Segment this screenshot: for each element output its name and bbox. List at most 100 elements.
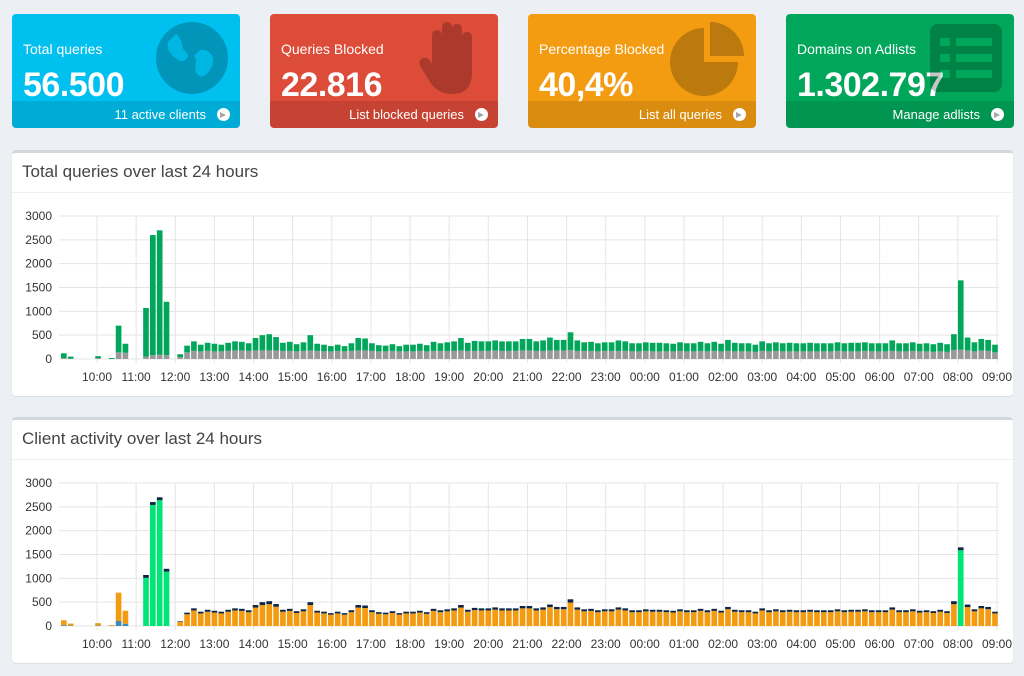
bar-main-client[interactable] xyxy=(423,613,430,626)
bar-main-client[interactable] xyxy=(273,606,279,626)
bar-permitted[interactable] xyxy=(232,341,238,351)
bar-permitted[interactable] xyxy=(896,343,902,352)
bar-blocked[interactable] xyxy=(232,350,238,359)
bar-main-client[interactable] xyxy=(738,612,745,626)
bar-blocked[interactable] xyxy=(615,350,622,359)
bar-blocked[interactable] xyxy=(156,354,163,359)
bar-other-client[interactable] xyxy=(177,621,184,622)
bar-permitted[interactable] xyxy=(239,341,245,351)
bar-blocked[interactable] xyxy=(122,352,129,359)
bar-main-client[interactable] xyxy=(930,612,937,626)
bar-permitted[interactable] xyxy=(266,334,273,351)
bar-secondary-client[interactable] xyxy=(163,571,170,626)
bar-blocked[interactable] xyxy=(410,351,416,359)
bar-main-client[interactable] xyxy=(862,611,868,626)
bar-blocked[interactable] xyxy=(458,350,464,359)
bar-permitted[interactable] xyxy=(773,342,779,351)
bar-blocked[interactable] xyxy=(567,349,574,359)
bar-blocked[interactable] xyxy=(820,351,827,359)
bar-permitted[interactable] xyxy=(553,339,560,351)
bar-main-client[interactable] xyxy=(978,608,985,626)
bar-other-client[interactable] xyxy=(266,601,273,605)
bar-main-client[interactable] xyxy=(574,609,581,626)
bar-permitted[interactable] xyxy=(451,341,457,351)
bar-blocked[interactable] xyxy=(636,351,642,359)
bar-blocked[interactable] xyxy=(889,350,896,359)
bar-other-client[interactable] xyxy=(937,609,944,612)
bar-other-client[interactable] xyxy=(957,547,964,551)
bar-main-client[interactable] xyxy=(191,610,197,626)
bar-blocked[interactable] xyxy=(218,351,225,359)
bar-blocked[interactable] xyxy=(492,350,498,359)
bar-permitted[interactable] xyxy=(163,301,170,356)
bar-blocked[interactable] xyxy=(773,350,779,359)
bar-main-client[interactable] xyxy=(711,610,718,626)
bar-other-client[interactable] xyxy=(417,610,423,613)
bar-permitted[interactable] xyxy=(649,342,656,352)
bar-main-client[interactable] xyxy=(115,592,122,621)
bar-main-client[interactable] xyxy=(526,608,533,626)
bar-other-client[interactable] xyxy=(184,612,190,615)
bar-permitted[interactable] xyxy=(766,343,772,352)
bar-other-client[interactable] xyxy=(478,608,485,611)
bar-permitted[interactable] xyxy=(540,340,546,351)
bar-other-client[interactable] xyxy=(218,611,225,614)
bar-other-client[interactable] xyxy=(451,608,457,611)
bar-blocked[interactable] xyxy=(992,352,998,359)
bar-other-client[interactable] xyxy=(944,611,950,613)
bar-blocked[interactable] xyxy=(848,351,855,359)
bar-main-client[interactable] xyxy=(540,609,546,626)
bar-main-client[interactable] xyxy=(108,625,115,626)
bar-main-client[interactable] xyxy=(280,611,286,626)
bar-other-client[interactable] xyxy=(355,605,362,608)
bar-permitted[interactable] xyxy=(718,343,724,352)
bar-other-client[interactable] xyxy=(827,610,834,613)
bar-permitted[interactable] xyxy=(574,340,581,351)
bar-blocked[interactable] xyxy=(451,350,457,359)
bar-permitted[interactable] xyxy=(464,342,471,351)
bar-permitted[interactable] xyxy=(533,341,540,351)
bar-main-client[interactable] xyxy=(766,612,772,626)
bar-blocked[interactable] xyxy=(937,351,944,359)
bar-other-client[interactable] xyxy=(684,610,690,613)
bar-blocked[interactable] xyxy=(581,350,587,359)
bar-other-client[interactable] xyxy=(485,608,492,611)
bar-main-client[interactable] xyxy=(430,610,437,626)
bar-main-client[interactable] xyxy=(218,613,225,626)
bar-blocked[interactable] xyxy=(143,356,149,359)
bar-permitted[interactable] xyxy=(725,339,731,351)
bar-other-client[interactable] xyxy=(553,606,560,610)
bar-main-client[interactable] xyxy=(649,611,656,626)
bar-other-client[interactable] xyxy=(506,608,512,611)
bar-other-client[interactable] xyxy=(382,612,389,615)
bar-main-client[interactable] xyxy=(622,610,629,626)
bar-other-client[interactable] xyxy=(992,611,998,614)
bar-permitted[interactable] xyxy=(430,341,437,351)
bar-blocked[interactable] xyxy=(506,350,512,359)
bar-permitted[interactable] xyxy=(252,338,259,351)
bar-permitted[interactable] xyxy=(417,343,423,351)
bar-permitted[interactable] xyxy=(697,341,704,351)
bar-permitted[interactable] xyxy=(629,343,635,352)
bar-blocked[interactable] xyxy=(533,350,540,359)
bar-permitted[interactable] xyxy=(293,344,300,352)
bar-permitted[interactable] xyxy=(601,342,608,351)
bar-main-client[interactable] xyxy=(608,611,615,626)
bar-secondary-client[interactable] xyxy=(143,577,149,626)
bar-permitted[interactable] xyxy=(834,342,841,351)
bar-main-client[interactable] xyxy=(437,612,444,626)
bar-main-client[interactable] xyxy=(663,612,670,626)
bar-main-client[interactable] xyxy=(937,611,944,626)
bar-permitted[interactable] xyxy=(937,342,944,352)
bar-other-client[interactable] xyxy=(718,610,724,613)
bar-other-client[interactable] xyxy=(314,610,320,613)
bar-permitted[interactable] xyxy=(731,342,738,352)
bar-other-client[interactable] xyxy=(882,610,889,613)
bar-other-client[interactable] xyxy=(786,609,793,612)
bar-blocked[interactable] xyxy=(957,349,964,359)
bar-main-client[interactable] xyxy=(314,612,320,626)
bar-blocked[interactable] xyxy=(204,350,211,359)
bar-other-client[interactable] xyxy=(909,609,916,612)
bar-permitted[interactable] xyxy=(191,341,197,351)
bar-blocked[interactable] xyxy=(547,350,553,359)
